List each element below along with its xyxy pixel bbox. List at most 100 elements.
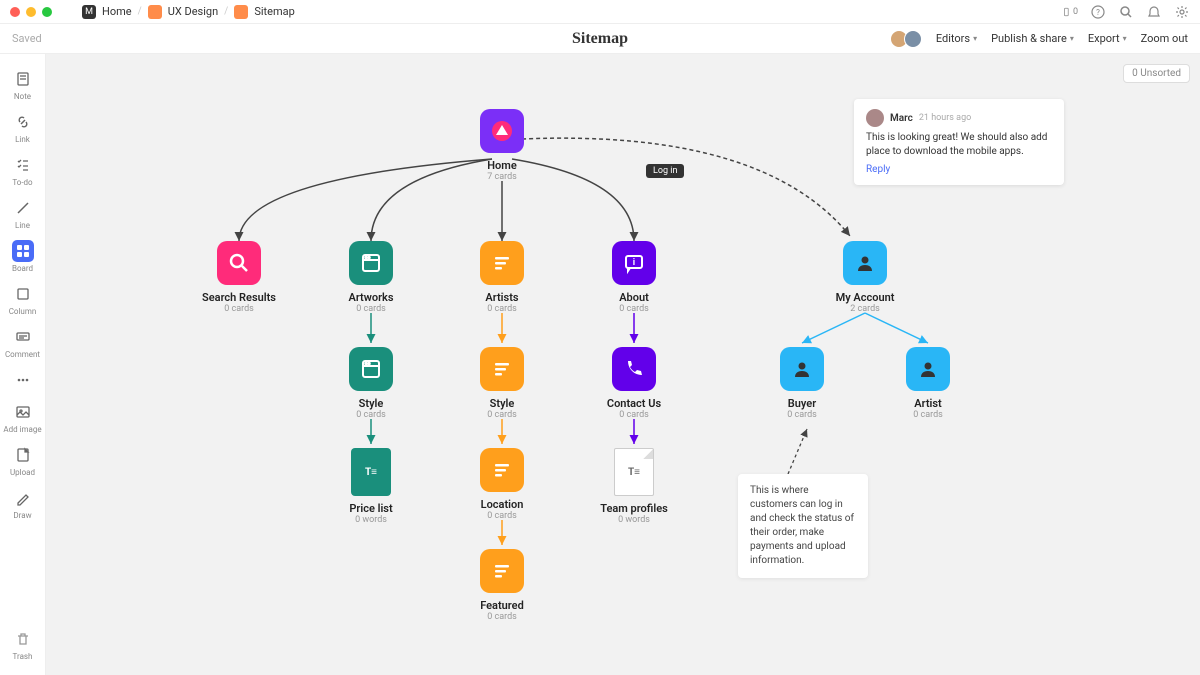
node-title: My Account bbox=[836, 291, 895, 304]
sidebar-item-label: Column bbox=[9, 307, 37, 316]
upload-icon bbox=[12, 444, 34, 466]
sidebar-item-Board[interactable]: Board bbox=[0, 236, 45, 277]
comment-author: Marc bbox=[890, 113, 913, 124]
node-pricelist[interactable]: T≡Price list0 words bbox=[321, 448, 421, 525]
mobile-count: 0 bbox=[1073, 7, 1078, 17]
sidebar-item-To-do[interactable]: To-do bbox=[0, 150, 45, 191]
gear-icon[interactable] bbox=[1174, 4, 1190, 20]
node-subtitle: 0 cards bbox=[787, 410, 817, 420]
phone-icon bbox=[612, 347, 656, 391]
node-subtitle: 0 words bbox=[618, 515, 650, 525]
breadcrumb-icon[interactable]: М bbox=[82, 5, 96, 19]
toolbar: Saved Sitemap Editors▾ Publish & share▾ … bbox=[0, 24, 1200, 54]
canvas[interactable]: 0 Unsorted Home7 cardsSearch Results0 ca… bbox=[46, 54, 1200, 675]
more-icon bbox=[12, 369, 34, 391]
note-card[interactable]: This is where customers can log in and c… bbox=[738, 474, 868, 578]
unsorted-label: Unsorted bbox=[1140, 68, 1181, 79]
node-title: Contact Us bbox=[607, 397, 661, 410]
todo-icon bbox=[12, 154, 34, 176]
sidebar-item-trash[interactable]: Trash bbox=[0, 624, 45, 665]
breadcrumb-item[interactable]: UX Design bbox=[168, 5, 218, 18]
help-icon[interactable]: ? bbox=[1090, 4, 1106, 20]
node-subtitle: 0 cards bbox=[619, 410, 649, 420]
breadcrumb-icon[interactable] bbox=[148, 5, 162, 19]
breadcrumb-item[interactable]: Home bbox=[102, 5, 132, 18]
comment-header: Marc 21 hours ago bbox=[866, 109, 1052, 127]
editor-avatars[interactable] bbox=[894, 30, 922, 48]
publish-dropdown[interactable]: Publish & share▾ bbox=[991, 32, 1074, 45]
node-contact[interactable]: Contact Us0 cards bbox=[584, 347, 684, 420]
node-title: Artists bbox=[485, 291, 518, 304]
node-subtitle: 7 cards bbox=[487, 172, 517, 182]
lines-icon bbox=[480, 448, 524, 492]
reply-button[interactable]: Reply bbox=[866, 164, 1052, 175]
node-title: Featured bbox=[480, 599, 524, 612]
sidebar-item-Note[interactable]: Note bbox=[0, 64, 45, 105]
chat-icon: i bbox=[612, 241, 656, 285]
search-icon bbox=[217, 241, 261, 285]
comment-icon bbox=[12, 326, 34, 348]
node-artists[interactable]: Artists0 cards bbox=[452, 241, 552, 314]
line-icon bbox=[12, 197, 34, 219]
node-team[interactable]: T≡Team profiles0 words bbox=[584, 448, 684, 525]
sidebar-item-label: Line bbox=[15, 221, 30, 230]
node-account[interactable]: My Account2 cards bbox=[815, 241, 915, 314]
node-title: Buyer bbox=[788, 397, 816, 410]
comment-time: 21 hours ago bbox=[919, 113, 971, 123]
minimize-window-icon[interactable] bbox=[26, 7, 36, 17]
bell-icon[interactable] bbox=[1146, 4, 1162, 20]
search-icon[interactable] bbox=[1118, 4, 1134, 20]
sidebar-item-Link[interactable]: Link bbox=[0, 107, 45, 148]
sidebar-item-Upload[interactable]: Upload bbox=[0, 440, 45, 481]
breadcrumb-item[interactable]: Sitemap bbox=[254, 5, 294, 18]
sidebar-item-label: Link bbox=[15, 135, 30, 144]
svg-text:?: ? bbox=[1096, 8, 1100, 17]
sidebar-item-Add image[interactable]: Add image bbox=[0, 397, 45, 438]
node-style1[interactable]: Style0 cards bbox=[321, 347, 421, 420]
node-about[interactable]: iAbout0 cards bbox=[584, 241, 684, 314]
export-label: Export bbox=[1088, 32, 1120, 45]
sidebar-item-Line[interactable]: Line bbox=[0, 193, 45, 234]
mobile-icon[interactable]: 0 bbox=[1062, 4, 1078, 20]
person-icon bbox=[780, 347, 824, 391]
sidebar-item-label: Note bbox=[14, 92, 31, 101]
sidebar-item-Comment[interactable]: Comment bbox=[0, 322, 45, 363]
editors-dropdown[interactable]: Editors▾ bbox=[936, 32, 977, 45]
sidebar-item-Draw[interactable]: Draw bbox=[0, 483, 45, 524]
node-location[interactable]: Location0 cards bbox=[452, 448, 552, 521]
window-controls bbox=[10, 7, 52, 17]
login-tag: Log in bbox=[646, 164, 684, 178]
page-title: Sitemap bbox=[572, 30, 628, 48]
node-title: Style bbox=[490, 397, 515, 410]
export-dropdown[interactable]: Export▾ bbox=[1088, 32, 1127, 45]
node-artist[interactable]: Artist0 cards bbox=[878, 347, 978, 420]
toolbar-right: Editors▾ Publish & share▾ Export▾ Zoom o… bbox=[894, 30, 1188, 48]
sidebar-item-Column[interactable]: Column bbox=[0, 279, 45, 320]
node-title: Home bbox=[487, 159, 517, 172]
sidebar-item-more[interactable] bbox=[0, 365, 45, 395]
sidebar-item-label: Trash bbox=[13, 652, 33, 661]
node-home[interactable]: Home7 cards bbox=[452, 109, 552, 182]
node-featured[interactable]: Featured0 cards bbox=[452, 549, 552, 622]
node-artworks[interactable]: Artworks0 cards bbox=[321, 241, 421, 314]
unsorted-button[interactable]: 0 Unsorted bbox=[1123, 64, 1190, 83]
node-subtitle: 0 cards bbox=[913, 410, 943, 420]
close-window-icon[interactable] bbox=[10, 7, 20, 17]
node-subtitle: 0 cards bbox=[356, 304, 386, 314]
svg-text:i: i bbox=[633, 258, 635, 268]
node-subtitle: 0 cards bbox=[487, 304, 517, 314]
node-search[interactable]: Search Results0 cards bbox=[189, 241, 289, 314]
sidebar: Note Link To-do Line Board Column Comment Add i… bbox=[0, 54, 46, 675]
comment-card[interactable]: Marc21 hours agoThis is looking great! W… bbox=[854, 99, 1064, 185]
avatar bbox=[866, 109, 884, 127]
breadcrumb-icon[interactable] bbox=[234, 5, 248, 19]
window-icon bbox=[349, 347, 393, 391]
node-style2[interactable]: Style0 cards bbox=[452, 347, 552, 420]
sidebar-item-label: To-do bbox=[12, 178, 32, 187]
node-buyer[interactable]: Buyer0 cards bbox=[752, 347, 852, 420]
image-icon bbox=[12, 401, 34, 423]
sidebar-item-label: Upload bbox=[10, 468, 35, 477]
zoom-out-button[interactable]: Zoom out bbox=[1141, 32, 1188, 45]
node-title: Search Results bbox=[202, 291, 276, 304]
maximize-window-icon[interactable] bbox=[42, 7, 52, 17]
